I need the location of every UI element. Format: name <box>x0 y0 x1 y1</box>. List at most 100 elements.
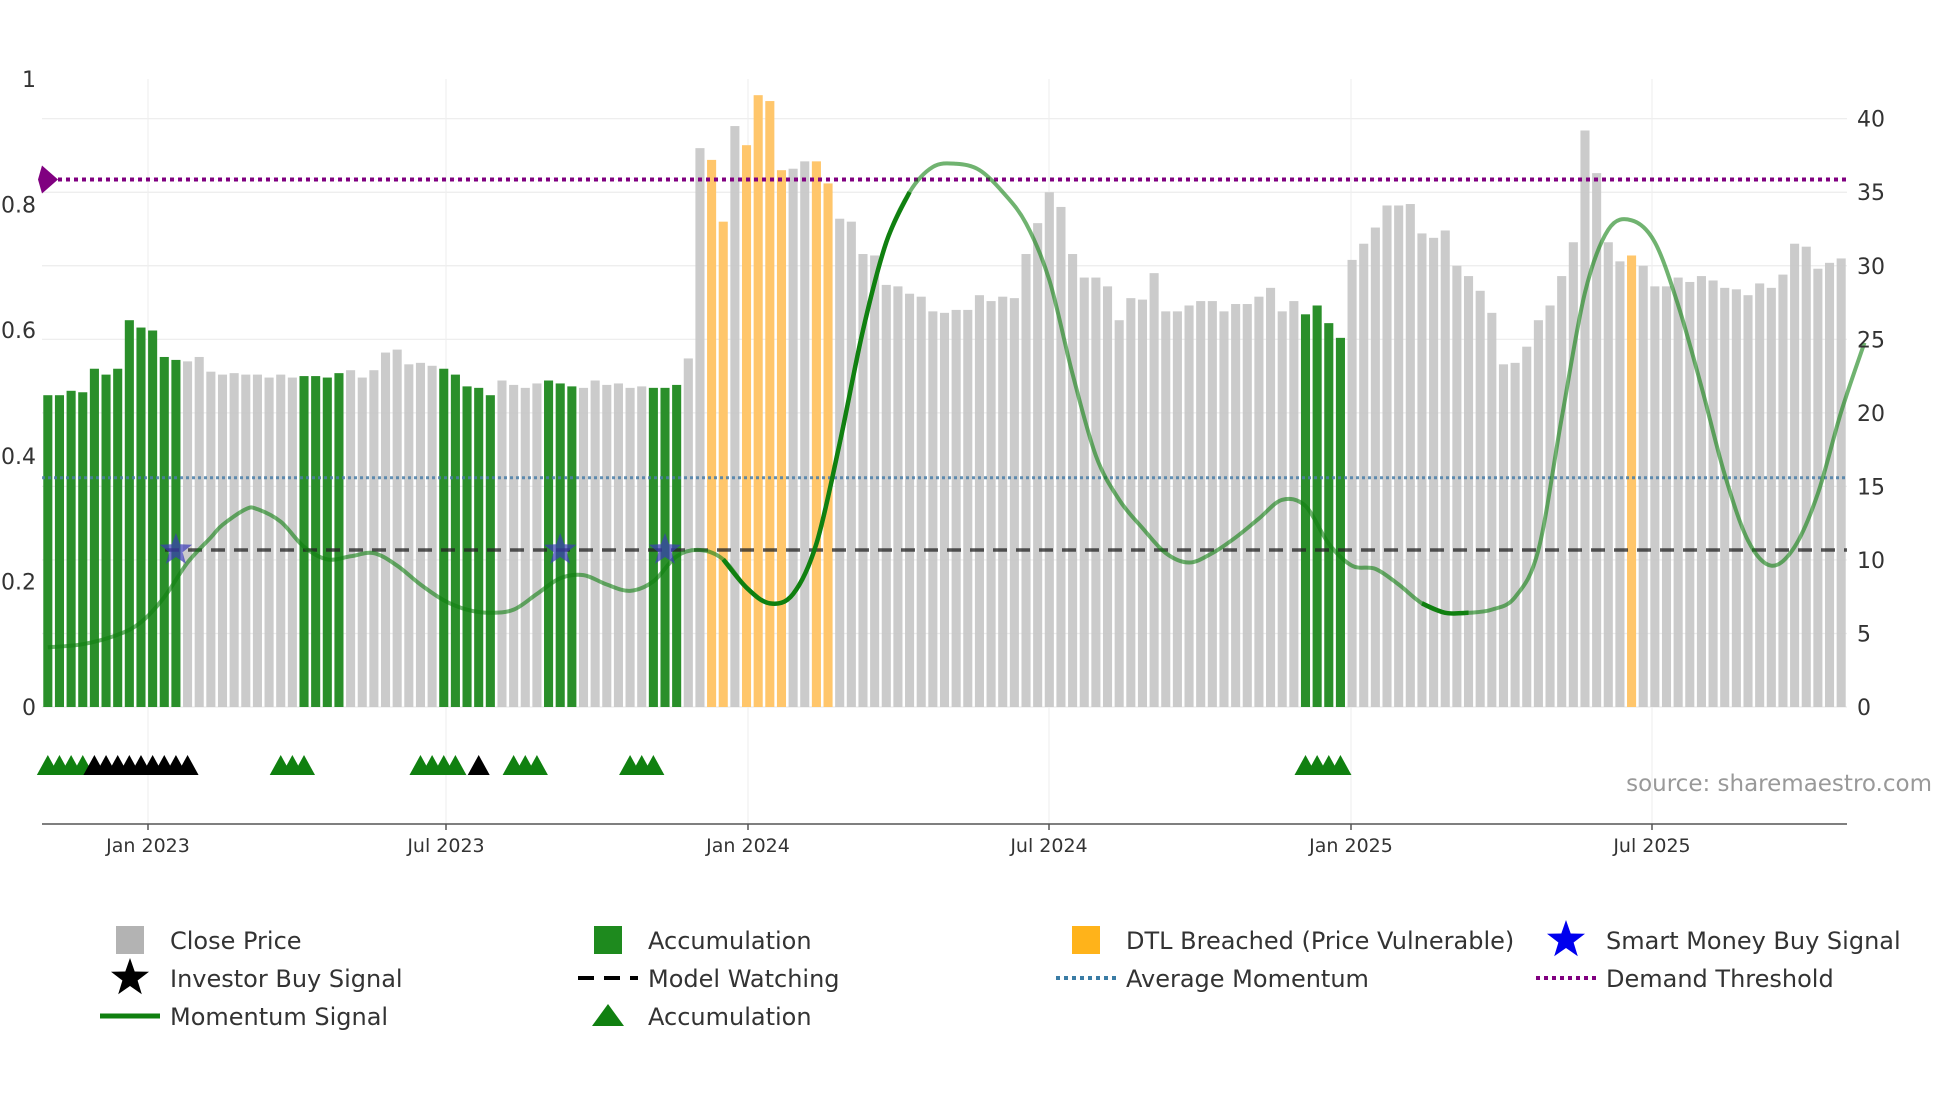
bar-close <box>1557 276 1567 707</box>
bar-close <box>1219 311 1229 707</box>
bar-accumulation <box>89 368 99 707</box>
axes: Jan 2023 Jul 2023 Jan 2024 Jul 2024 Jan 2025… <box>1 68 1885 857</box>
legend-label: Close Price <box>170 927 302 955</box>
smart-money-buy-star <box>544 533 577 564</box>
legend-square-icon <box>116 926 144 954</box>
bar-close <box>1242 304 1252 707</box>
bar-accumulation <box>334 373 344 707</box>
right-y-tick-label: 30 <box>1857 255 1885 280</box>
bar-close <box>1580 130 1590 707</box>
legend-label: Smart Money Buy Signal <box>1606 927 1901 955</box>
bar-close <box>1463 276 1474 707</box>
bar-close <box>183 361 193 707</box>
investor-buy-triangle <box>176 755 199 775</box>
bar-close <box>1440 230 1450 707</box>
accumulation-triangle <box>1329 755 1352 775</box>
bar-close <box>625 387 635 707</box>
momentum-signal-line <box>47 161 1867 650</box>
bar-close <box>602 384 612 707</box>
smart-money-buy-star <box>159 533 193 564</box>
bar-accumulation <box>43 395 53 707</box>
bar-close <box>1091 277 1101 707</box>
bar-close <box>963 309 973 707</box>
bar-close <box>509 384 519 707</box>
bar-close <box>357 377 367 707</box>
bar-close <box>637 386 647 707</box>
legend-label: Accumulation <box>648 927 812 955</box>
bar-dtl <box>753 95 763 708</box>
legend-label: Momentum Signal <box>170 1003 388 1031</box>
bar-close <box>1254 296 1264 707</box>
bar-accumulation <box>1300 314 1311 707</box>
accumulation-triangle <box>642 755 665 775</box>
bar-close <box>1650 286 1660 707</box>
right-y-tick-label: 40 <box>1857 108 1885 133</box>
bar-close <box>695 148 705 707</box>
bar-close <box>404 364 414 707</box>
bar-accumulation <box>113 368 123 707</box>
bar-dtl <box>1627 255 1637 707</box>
bar-close <box>788 168 798 707</box>
bar-close <box>730 126 740 707</box>
bar-accumulation <box>66 390 76 707</box>
left-y-tick-label: 0.4 <box>1 445 36 470</box>
bar-accumulation <box>101 374 111 707</box>
bar-close <box>1603 242 1613 707</box>
legend-square-icon <box>594 926 622 954</box>
bar-close <box>1184 305 1194 707</box>
bar-close <box>1685 281 1695 707</box>
bar-dtl <box>776 170 787 708</box>
bar-close <box>835 218 845 707</box>
right-y-tick-label: 5 <box>1857 622 1871 647</box>
legend-square-icon <box>1072 926 1100 954</box>
bar-accumulation <box>311 376 321 707</box>
bar-close <box>276 374 286 707</box>
legend-label: Investor Buy Signal <box>170 965 403 993</box>
right-y-tick-label: 35 <box>1857 181 1885 206</box>
bar-close <box>252 374 262 707</box>
right-y-tick-label: 0 <box>1857 696 1871 721</box>
bar-close <box>1405 204 1415 707</box>
left-y-tick-label: 1 <box>22 68 36 93</box>
bar-close <box>1510 362 1520 707</box>
legend-item: Smart Money Buy Signal <box>1547 920 1901 957</box>
x-tick-label: Jul 2025 <box>1612 835 1690 857</box>
bar-close <box>1102 286 1113 707</box>
bar-accumulation <box>124 320 134 707</box>
bar-close <box>369 370 379 707</box>
bar-close <box>229 373 239 707</box>
legend-label: Demand Threshold <box>1606 965 1834 993</box>
legend: Close Price Accumulation DTL Breached (Pri… <box>100 920 1901 1031</box>
bar-close <box>1778 274 1788 707</box>
bar-dtl <box>765 101 775 707</box>
signal-markers <box>36 533 1352 775</box>
right-y-tick-label: 25 <box>1857 328 1885 353</box>
bar-close <box>1277 311 1287 707</box>
bar-close <box>858 254 868 707</box>
bar-close <box>905 293 915 707</box>
bar-accumulation <box>439 368 449 707</box>
bar-close <box>1755 283 1765 707</box>
bar-close <box>1289 301 1299 707</box>
left-y-tick-label: 0.8 <box>1 194 36 219</box>
right-y-tick-label: 15 <box>1857 475 1885 500</box>
bar-dtl <box>823 183 833 708</box>
bar-close <box>1720 287 1730 707</box>
demand-threshold-marker <box>38 165 58 194</box>
bar-close <box>1766 287 1776 707</box>
smart-money-buy-star <box>648 533 682 564</box>
bar-close <box>1592 173 1602 707</box>
bar-close <box>1359 243 1369 707</box>
bar-accumulation <box>1324 323 1334 707</box>
bar-close <box>870 255 880 707</box>
bar-accumulation <box>474 387 484 707</box>
bar-close <box>1068 254 1078 707</box>
legend-item: Model Watching <box>578 965 840 993</box>
bar-accumulation <box>148 330 158 707</box>
bar-close <box>1231 304 1241 707</box>
bar-close <box>1638 265 1648 707</box>
bar-close <box>986 301 996 707</box>
bar-close <box>1161 311 1171 707</box>
investor-buy-triangle <box>467 755 490 775</box>
bar-close <box>939 312 950 707</box>
